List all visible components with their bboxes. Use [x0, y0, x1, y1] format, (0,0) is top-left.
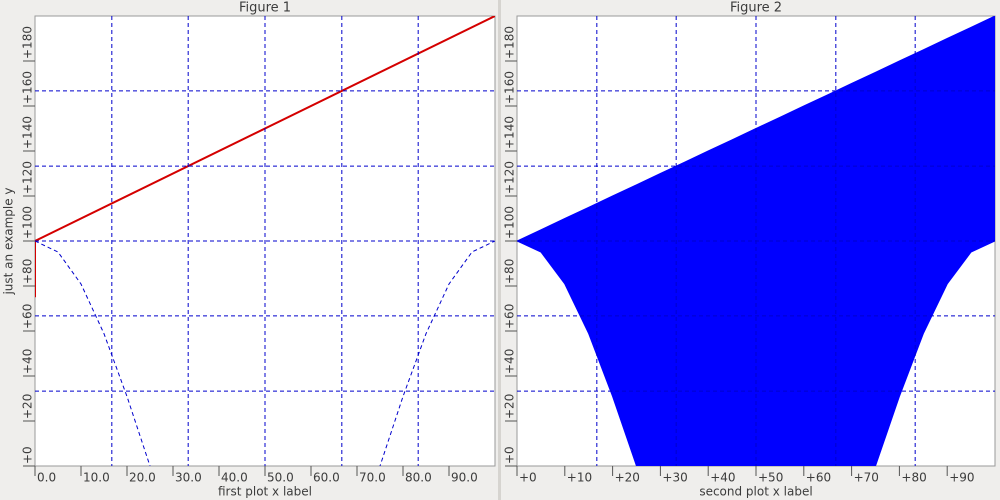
- x-tick-label: +30: [662, 471, 687, 485]
- x-tick-label: +50: [758, 471, 783, 485]
- y-tick-label: +140: [21, 116, 35, 149]
- x-tick-label: +10: [567, 471, 592, 485]
- x-tick-label: +20: [615, 471, 640, 485]
- y-tick-label: +160: [503, 71, 517, 104]
- x-tick-label: +80: [901, 471, 926, 485]
- y-tick-label: +120: [503, 161, 517, 194]
- x-tick-label: 40.0: [221, 471, 248, 485]
- y-tick-label: +180: [503, 26, 517, 59]
- y-tick-label: +40: [21, 349, 35, 374]
- x-tick-label: 80.0: [405, 471, 432, 485]
- y-tick-label: +100: [21, 206, 35, 239]
- y-tick-label: +20: [503, 394, 517, 419]
- y-tick-label: +100: [503, 206, 517, 239]
- y-tick-label: +80: [21, 259, 35, 284]
- y-tick-label: +140: [503, 116, 517, 149]
- x-tick-label: 70.0: [359, 471, 386, 485]
- x-tick-label: +40: [710, 471, 735, 485]
- figure-title: Figure 2: [730, 1, 782, 16]
- panel-divider[interactable]: [498, 0, 501, 500]
- x-tick-label: 30.0: [175, 471, 202, 485]
- y-axis-label: just an example y: [2, 187, 16, 295]
- x-tick-label: 10.0: [83, 471, 110, 485]
- y-tick-label: +180: [21, 26, 35, 59]
- line-series: [35, 16, 495, 298]
- x-tick-label: +60: [806, 471, 831, 485]
- y-tick-label: +80: [503, 259, 517, 284]
- x-tick-label: 0.0: [37, 471, 56, 485]
- x-tick-label: 50.0: [267, 471, 294, 485]
- x-tick-label: +0: [519, 471, 537, 485]
- x-tick-label: 90.0: [451, 471, 478, 485]
- x-tick-label: +70: [854, 471, 879, 485]
- y-tick-label: +60: [21, 304, 35, 329]
- y-tick-label: +20: [21, 394, 35, 419]
- figure-title: Figure 1: [239, 1, 291, 16]
- x-tick-label: 60.0: [313, 471, 340, 485]
- y-tick-label: +160: [21, 71, 35, 104]
- y-tick-label: +0: [503, 446, 517, 464]
- y-tick-label: +60: [503, 304, 517, 329]
- x-axis-label: first plot x label: [218, 485, 312, 499]
- y-tick-label: +120: [21, 161, 35, 194]
- y-tick-label: +0: [21, 446, 35, 464]
- y-tick-label: +40: [503, 349, 517, 374]
- x-axis-label: second plot x label: [699, 485, 812, 499]
- x-tick-label: +90: [949, 471, 974, 485]
- x-tick-label: 20.0: [129, 471, 156, 485]
